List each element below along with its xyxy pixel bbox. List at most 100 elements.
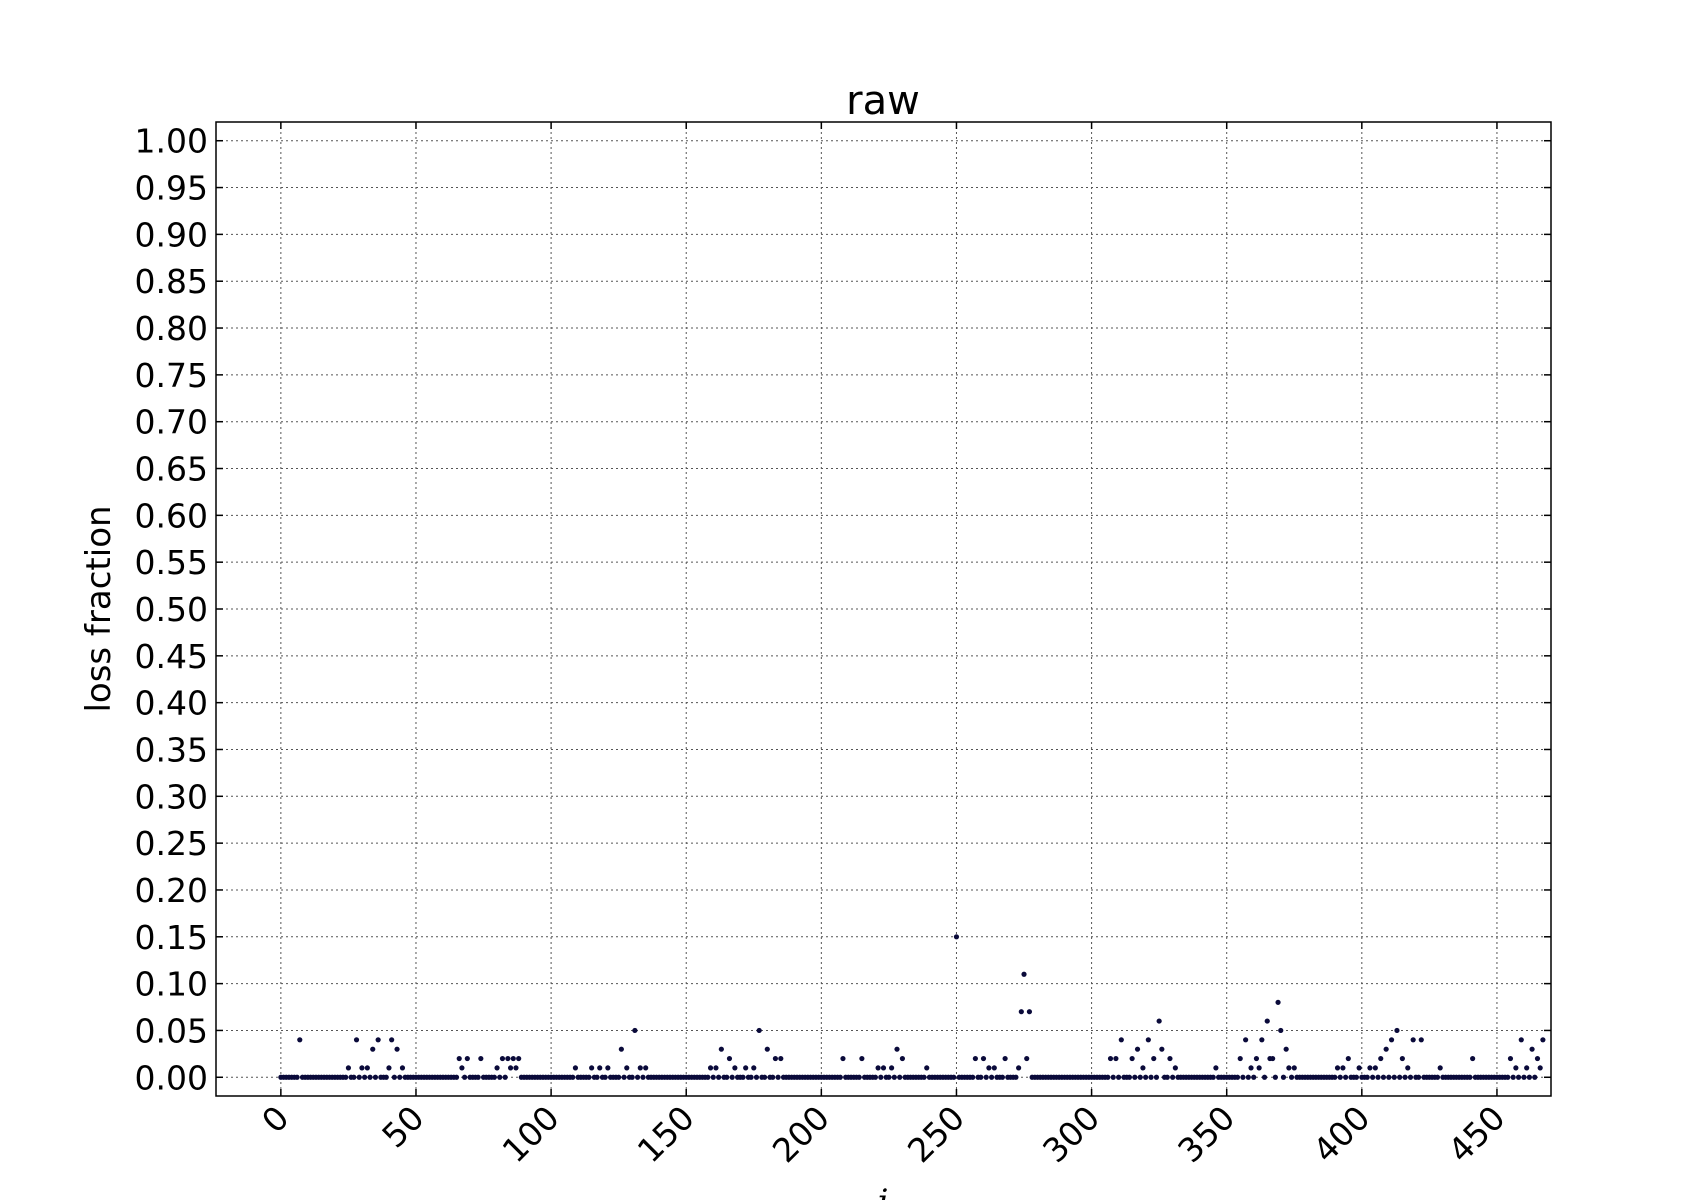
data-point (878, 1074, 884, 1080)
data-point (1110, 1074, 1116, 1080)
data-point (1167, 1055, 1173, 1062)
data-point (951, 1074, 957, 1080)
data-point (748, 1074, 754, 1080)
data-point (1129, 1055, 1135, 1062)
data-point (1521, 1074, 1527, 1080)
data-point (1510, 1074, 1516, 1080)
data-point (505, 1055, 511, 1062)
data-point (1248, 1065, 1254, 1071)
data-point (1532, 1074, 1538, 1080)
y-tick-label: 0.55 (135, 543, 208, 582)
data-point (351, 1074, 357, 1080)
data-point (1505, 1074, 1511, 1080)
data-point (1259, 1037, 1265, 1043)
data-point (362, 1074, 368, 1080)
data-point (778, 1055, 784, 1062)
data-point (1253, 1055, 1260, 1062)
axis-ticks: 0.00 0.05 0.10 0.15 0.20 0.25 0.30 0.35 0.40 0.45… (135, 122, 1551, 1170)
data-point (1515, 1074, 1522, 1080)
data-point (1132, 1074, 1138, 1080)
data-point (1151, 1055, 1157, 1062)
data-point (1405, 1065, 1411, 1071)
data-point (1145, 1037, 1151, 1043)
x-tick-label: 0 (254, 1098, 296, 1140)
data-point (886, 1074, 892, 1080)
data-point (1340, 1065, 1346, 1071)
data-point (1256, 1065, 1262, 1071)
x-axis-label: i (878, 1182, 889, 1200)
data-point (716, 1074, 722, 1080)
data-point (840, 1055, 846, 1062)
data-point (634, 1074, 641, 1080)
data-point (394, 1046, 400, 1052)
data-point (837, 1074, 843, 1080)
y-tick-label: 0.00 (135, 1058, 208, 1097)
y-tick-label: 0.45 (135, 637, 208, 676)
data-point (1518, 1037, 1524, 1043)
data-point (372, 1074, 379, 1080)
y-tick-label: 0.25 (135, 824, 208, 863)
data-point (1105, 1074, 1111, 1080)
data-point (775, 1074, 781, 1080)
data-point (294, 1074, 300, 1080)
data-point (1391, 1074, 1397, 1080)
data-point (1134, 1046, 1141, 1052)
data-point (1251, 1074, 1257, 1080)
data-point (502, 1074, 508, 1080)
data-point (1143, 1074, 1149, 1080)
data-point (751, 1065, 757, 1071)
data-point (764, 1046, 770, 1052)
y-tick-label: 0.75 (135, 356, 208, 395)
data-point (453, 1074, 460, 1080)
data-point (1240, 1074, 1246, 1080)
data-point (1291, 1065, 1297, 1071)
y-tick-label: 0.10 (135, 965, 208, 1004)
data-point (1107, 1055, 1114, 1062)
data-point (297, 1037, 303, 1043)
data-point (1172, 1065, 1178, 1071)
data-point (1407, 1074, 1414, 1080)
data-point (1286, 1065, 1292, 1071)
data-point (899, 1055, 906, 1062)
data-point (1243, 1037, 1249, 1043)
data-point (1410, 1037, 1416, 1043)
data-point (1370, 1074, 1376, 1080)
data-point (707, 1065, 714, 1071)
data-point (1537, 1065, 1543, 1071)
data-point (970, 1074, 976, 1080)
data-point (770, 1074, 776, 1080)
x-tick-label: 50 (374, 1098, 431, 1155)
data-point (643, 1065, 649, 1071)
data-point (856, 1074, 862, 1080)
data-point (1153, 1074, 1160, 1080)
data-point (1164, 1074, 1170, 1080)
y-tick-label: 0.50 (135, 590, 208, 629)
data-point (713, 1065, 719, 1071)
data-point (1526, 1074, 1532, 1080)
y-tick-label: 0.30 (135, 777, 208, 816)
data-point (1016, 1065, 1022, 1071)
data-point (761, 1074, 768, 1080)
data-point (375, 1037, 381, 1043)
x-tick-label: 100 (495, 1098, 567, 1170)
data-point (705, 1074, 711, 1080)
data-point (1534, 1055, 1541, 1062)
data-point (383, 1074, 389, 1080)
data-point (1245, 1074, 1251, 1080)
data-point (497, 1074, 503, 1080)
data-point (1507, 1055, 1514, 1062)
data-point (1137, 1074, 1143, 1080)
data-point (1434, 1074, 1441, 1080)
y-tick-label: 0.95 (135, 169, 208, 208)
data-point (859, 1055, 865, 1062)
data-point (983, 1074, 989, 1080)
data-point (726, 1055, 733, 1062)
data-point (353, 1037, 360, 1043)
x-tick-label: 400 (1305, 1098, 1377, 1170)
data-point (370, 1046, 376, 1052)
chart-title: raw (846, 78, 920, 124)
data-point (513, 1065, 519, 1071)
data-point (624, 1065, 630, 1071)
x-tick-label: 150 (630, 1098, 702, 1170)
